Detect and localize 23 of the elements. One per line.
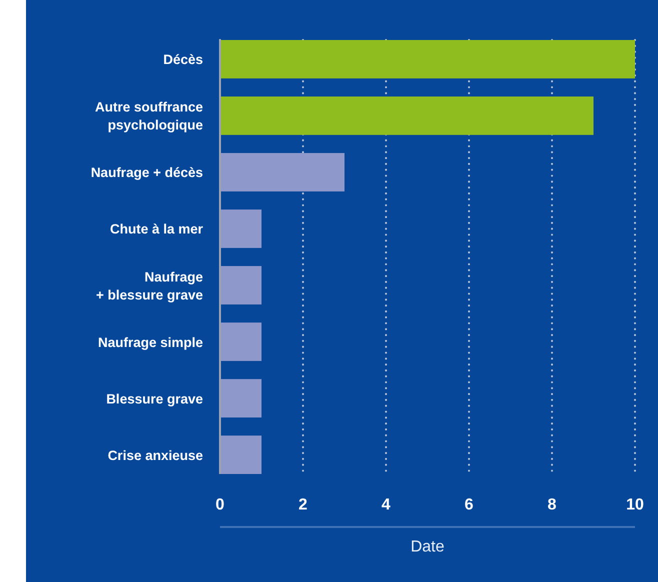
x-tick-label: 2 (298, 496, 308, 514)
bar (220, 322, 262, 361)
y-tick-label: Chute à la mer (110, 221, 204, 236)
x-tick-label: 4 (382, 496, 391, 514)
y-tick-label: Crise anxieuse (108, 447, 204, 462)
y-tick-label: Autre souffrance psychologique (94, 99, 204, 132)
bar (220, 266, 262, 304)
bar (220, 96, 594, 135)
x-tick-label: 10 (626, 496, 644, 514)
x-tick-label: 8 (548, 496, 557, 514)
y-tick-label: Naufrage + décès (90, 164, 203, 180)
bar (220, 436, 262, 474)
y-tick-label: Blessure grave (106, 390, 204, 406)
bar (220, 40, 635, 78)
bar (220, 379, 262, 418)
x-axis-title: Date (410, 538, 444, 556)
bar (220, 153, 344, 192)
y-tick-label: Naufrage simple (98, 334, 204, 350)
bar (220, 210, 262, 248)
y-tick-label: Décès (163, 52, 203, 67)
x-tick-label: 0 (216, 496, 225, 514)
x-tick-label: 6 (464, 496, 474, 514)
y-tick-label: Naufrage + blessure grave (96, 268, 204, 302)
